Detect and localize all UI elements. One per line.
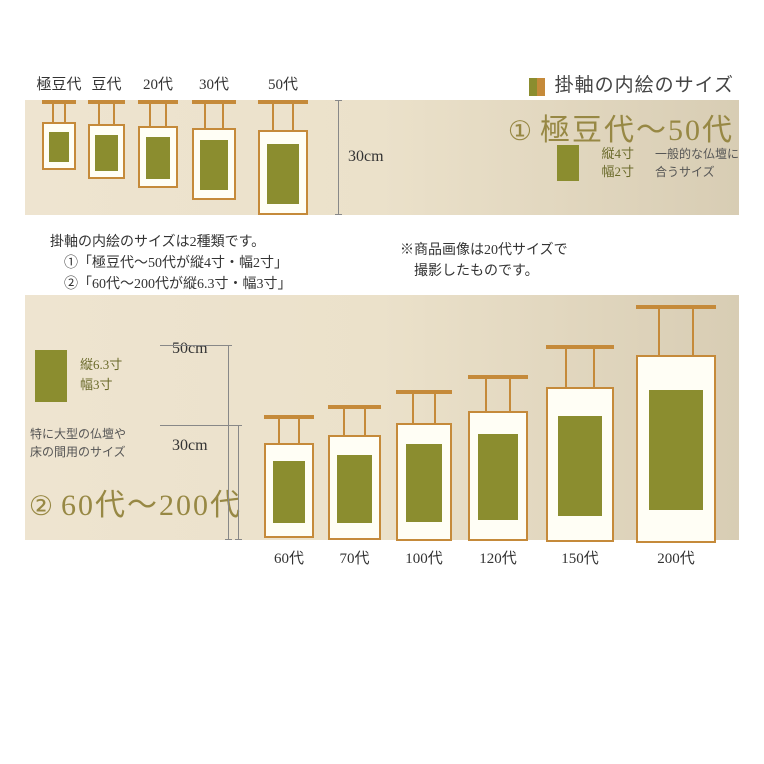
hanging-scroll [88, 100, 125, 179]
size-label: 120代 [470, 547, 526, 568]
subtitle-2-row: ② 60代〜200代 [25, 480, 242, 524]
note-1: 一般的な仏壇に 合うサイズ [655, 145, 739, 181]
title-block: 掛軸の内絵のサイズ ① 極豆代〜50代 [504, 70, 734, 149]
range-2: 60代〜200代 [61, 489, 242, 522]
note-2: 特に大型の仏壇や 床の間用のサイズ [30, 425, 126, 461]
note-1-l2: 合うサイズ [655, 163, 739, 181]
hanging-scroll [546, 345, 614, 542]
dim-30-s2: 30cm [172, 437, 208, 455]
size-label: 100代 [396, 547, 452, 568]
hanging-scroll [636, 305, 716, 543]
note-2-l2: 床の間用のサイズ [30, 443, 126, 461]
dim-30-s1: 30cm [348, 148, 384, 166]
title-row: 掛軸の内絵のサイズ [504, 70, 734, 97]
size-label: 30代 [189, 73, 239, 94]
size-label: 60代 [261, 547, 317, 568]
section2: 縦6.3寸 幅3寸 特に大型の仏壇や 床の間用のサイズ ② 60代〜200代 5… [0, 225, 764, 570]
size-label: 豆代 [82, 73, 132, 94]
hanging-scroll [468, 375, 528, 541]
dim-line-50 [228, 345, 229, 540]
hanging-scroll [192, 100, 236, 200]
hanging-scroll [258, 100, 308, 215]
swatch-1 [557, 145, 579, 181]
title-divider-icon [529, 78, 545, 96]
subtitle-row: ① 極豆代〜50代 [504, 105, 734, 149]
swatch-2-labels: 縦6.3寸 幅3寸 [80, 355, 122, 394]
hanging-scroll [396, 390, 452, 541]
swatch-2 [35, 350, 67, 402]
circle-1: ① [504, 116, 536, 148]
swatch-1-l2: 幅2寸 [601, 163, 634, 181]
note-2-l1: 特に大型の仏壇や [30, 425, 126, 443]
dim-line-30-s1 [338, 100, 339, 215]
range-1: 極豆代〜50代 [540, 114, 734, 147]
section1: 極豆代豆代20代 30代 50代 掛軸の内絵のサイズ ① 極豆代〜50代 縦4寸 幅… [0, 70, 764, 225]
size-label: 50代 [258, 73, 308, 94]
hanging-scroll [138, 100, 178, 188]
swatch-2-l1: 縦6.3寸 [80, 355, 122, 375]
size-label: 70代 [327, 547, 383, 568]
note-1-l1: 一般的な仏壇に [655, 145, 739, 163]
hanging-scroll [42, 100, 76, 170]
hanging-scroll [328, 405, 381, 540]
circle-2: ② [25, 491, 57, 523]
dim-line-30-s2 [238, 425, 239, 540]
hanging-scroll [264, 415, 314, 538]
size-label: 200代 [648, 547, 704, 568]
size-label: 150代 [552, 547, 608, 568]
swatch-1-l1: 縦4寸 [601, 145, 634, 163]
title-text: 掛軸の内絵のサイズ [555, 75, 734, 96]
size-label: 極豆代 [34, 73, 84, 94]
dim-50: 50cm [172, 340, 208, 358]
size-label: 20代 [133, 73, 183, 94]
swatch-2-l2: 幅3寸 [80, 375, 122, 395]
swatch-1-labels: 縦4寸 幅2寸 [601, 145, 634, 181]
